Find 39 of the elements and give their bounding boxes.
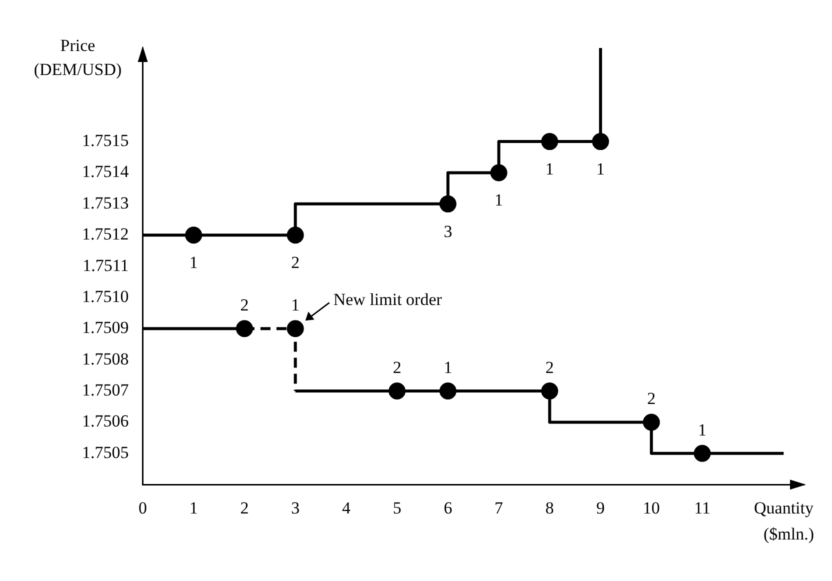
y-tick-label: 1.7507	[82, 380, 130, 400]
x-tick-label: 2	[240, 498, 249, 518]
x-tick-label: 6	[444, 498, 452, 518]
annotation: 2	[545, 358, 554, 378]
x-axis-title: Quantity ($mln.)	[754, 498, 814, 544]
y-tick-label: 1.7508	[82, 349, 129, 368]
annotation: 1	[444, 358, 452, 378]
x-tick-label: 4	[342, 498, 351, 518]
y-tick-label: 1.7513	[82, 193, 129, 212]
x-tick-label: 10	[642, 498, 660, 518]
x-tick-label: 1	[189, 498, 198, 518]
y-tick-label: 1.7506	[82, 412, 129, 431]
annotation: 2	[392, 358, 402, 378]
annotation: 1	[698, 420, 707, 440]
annotation: 1	[596, 160, 605, 179]
y-tick-label: 1.7511	[82, 256, 129, 275]
annotation: 2	[291, 253, 300, 272]
y-tick-label: 1.7505	[82, 442, 129, 462]
x-tick-label: 9	[596, 498, 605, 518]
annotation: New limit order	[333, 290, 442, 310]
annotation: 3	[444, 222, 452, 241]
y-axis-title: Price (DEM/USD)	[34, 36, 122, 79]
annotation: 1	[189, 253, 198, 272]
y-tick-label: 1.7515	[82, 131, 129, 150]
annotation: 1	[545, 160, 554, 179]
x-tick-label: 11	[694, 498, 710, 518]
y-tick-label: 1.7510	[82, 286, 129, 306]
y-tick-label: 1.7509	[82, 318, 129, 338]
x-tick-label: 5	[392, 498, 402, 518]
annotation: 2	[647, 389, 656, 408]
x-tick-label: 8	[545, 498, 554, 518]
x-tick-label: 7	[494, 498, 504, 518]
x-tick-label: 3	[291, 498, 300, 518]
y-tick-label: 1.7514	[82, 162, 130, 182]
annotation: 2	[240, 296, 249, 315]
annotation: 1	[494, 190, 504, 210]
y-tick-label: 1.7512	[82, 224, 129, 244]
x-tick-label: 0	[138, 498, 147, 518]
annotation: 1	[291, 296, 300, 315]
